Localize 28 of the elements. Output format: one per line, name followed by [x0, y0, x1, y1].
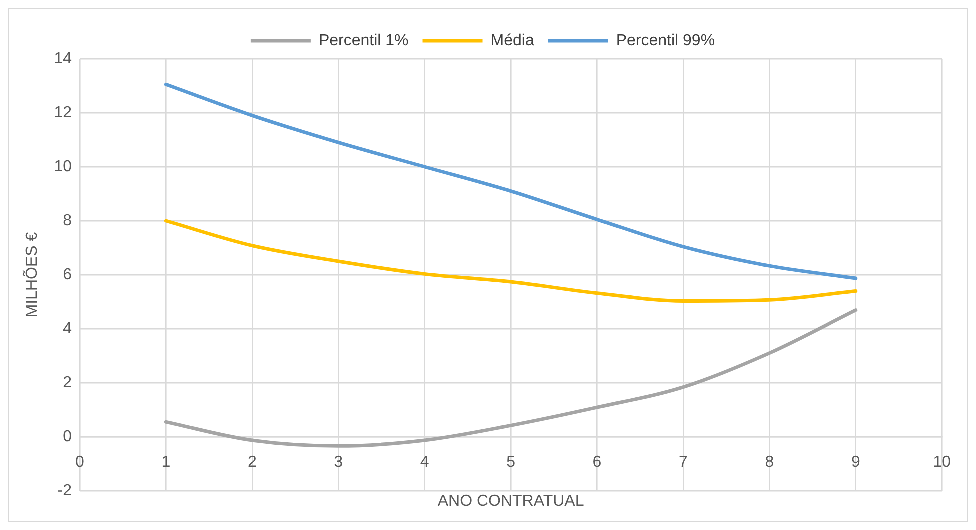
x-tick-label: 10 [933, 454, 952, 472]
y-tick-label: 12 [54, 104, 72, 122]
x-tick-label: 7 [679, 454, 688, 472]
line-series [164, 82, 858, 280]
line-series [164, 308, 858, 448]
y-tick-label: 14 [54, 50, 72, 68]
y-tick-label: 4 [63, 320, 72, 338]
x-tick-label: 9 [851, 454, 860, 472]
y-tick-label: 2 [63, 374, 72, 392]
x-tick-label: 1 [162, 454, 171, 472]
x-tick-label: 5 [506, 454, 516, 472]
y-tick-label: -2 [58, 482, 72, 500]
line-series [164, 219, 858, 303]
x-tick-label: 4 [420, 454, 430, 472]
y-axis-title: MILHÕES € [22, 232, 42, 318]
x-tick-label: 3 [334, 454, 344, 472]
x-tick-label: 2 [248, 454, 257, 472]
y-tick-label: 10 [54, 158, 72, 176]
y-tick-label: 8 [63, 212, 72, 230]
x-tick-label: 0 [76, 454, 85, 472]
legend-label: Percentil 1% [318, 32, 409, 50]
legend-label: Percentil 99% [616, 32, 716, 50]
x-axis-title: ANO CONTRATUAL [438, 493, 584, 510]
x-tick-label: 6 [592, 454, 602, 472]
y-tick-label: 0 [63, 428, 72, 446]
y-tick-label: 6 [63, 266, 72, 284]
x-tick-label: 8 [765, 454, 774, 472]
legend-label: Média [490, 32, 534, 50]
